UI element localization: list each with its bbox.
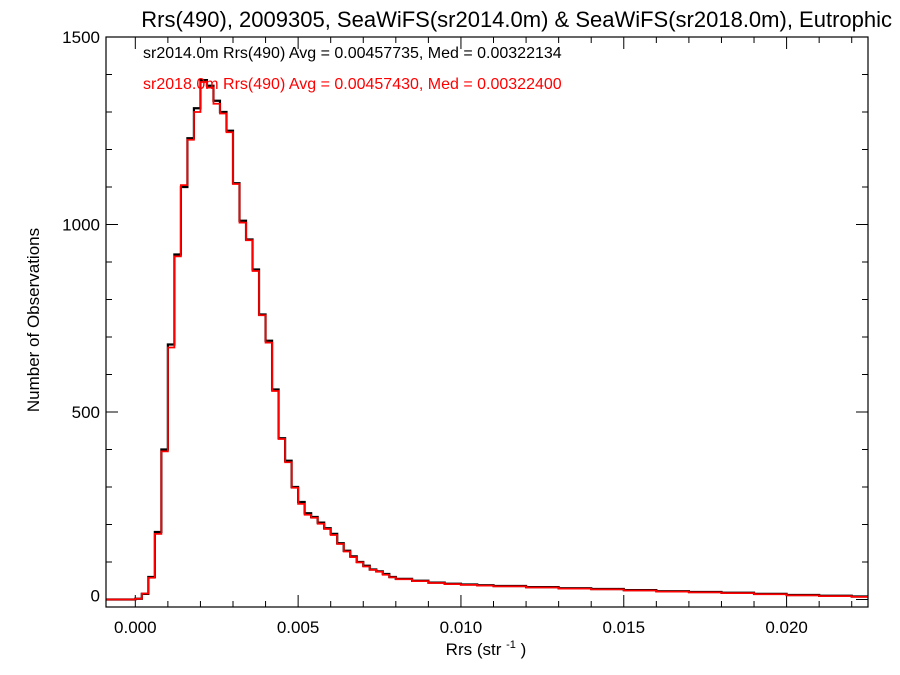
y-axis-label: Number of Observations bbox=[24, 228, 43, 412]
plot-frame bbox=[105, 36, 869, 608]
y-tick-label: 1500 bbox=[62, 28, 100, 47]
series-line-sr2018 bbox=[106, 81, 868, 601]
y-tick-label: 500 bbox=[72, 403, 100, 422]
x-axis-label-main: Rrs (str bbox=[446, 640, 502, 659]
series-layer bbox=[106, 79, 868, 601]
x-tick-label: 0.020 bbox=[765, 618, 808, 637]
x-tick-label: 0.000 bbox=[114, 618, 157, 637]
x-axis-label: Rrs (str -1 ) bbox=[446, 633, 527, 659]
x-tick-label: 0.010 bbox=[440, 618, 483, 637]
x-axis-label-end: ) bbox=[521, 640, 527, 659]
chart-title: Rrs(490), 2009305, SeaWiFS(sr2014.0m) & … bbox=[141, 7, 892, 32]
series-line-sr2014 bbox=[106, 79, 868, 601]
legend-entry-sr2014: sr2014.0m Rrs(490) Avg = 0.00457735, Med… bbox=[143, 45, 562, 62]
x-tick-label: 0.005 bbox=[277, 618, 320, 637]
legend-entry-sr2018: sr2018.0m Rrs(490) Avg = 0.00457430, Med… bbox=[143, 76, 562, 93]
y-tick-label: 0 bbox=[91, 587, 100, 606]
x-axis-label-sup: -1 bbox=[506, 639, 516, 651]
axis-ticks: 0.000 0.005 0.010 0.015 0.020 0 500 1000 1500 bbox=[62, 28, 868, 637]
y-tick-label: 1000 bbox=[62, 216, 100, 235]
x-tick-label: 0.015 bbox=[602, 618, 645, 637]
